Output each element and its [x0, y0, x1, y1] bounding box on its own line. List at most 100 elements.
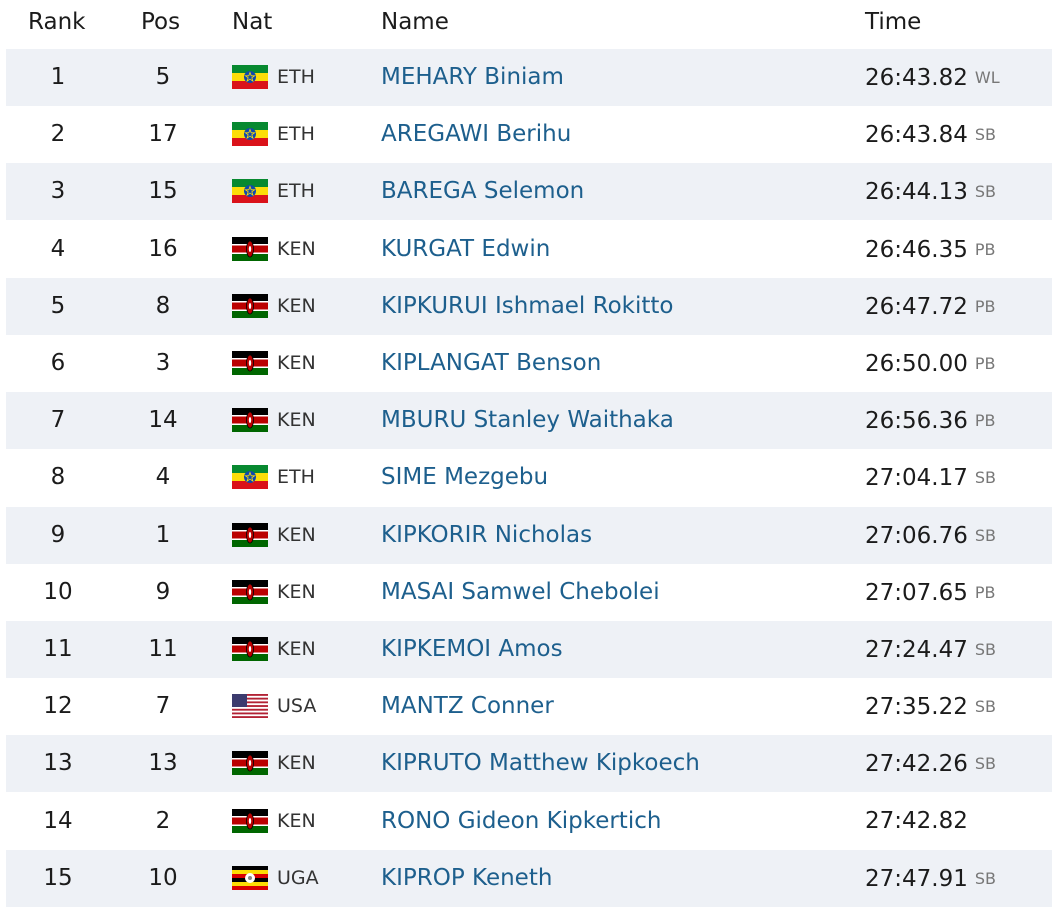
rank: 5: [50, 292, 66, 319]
flag: [232, 523, 268, 547]
flag: [232, 65, 268, 89]
rank: 9: [50, 521, 66, 548]
athlete-name[interactable]: KIPRUTO Matthew Kipkoech: [381, 750, 700, 777]
header-cell: Name: [381, 9, 449, 35]
table-row: 15 10 UGA KIPROP Keneth 27:47.91 SB: [6, 849, 1052, 907]
nationality: KEN: [277, 409, 316, 432]
table-row: 5 8 KEN KIPKURUI Ishmael Rokitto 26:47.72 PB: [6, 277, 1052, 335]
athlete-name[interactable]: SIME Mezgebu: [381, 464, 549, 491]
flag: [232, 637, 268, 661]
athlete-name[interactable]: MASAI Samwel Chebolei: [381, 578, 660, 605]
time: 27:24.47: [865, 637, 968, 663]
flag: [232, 294, 268, 318]
athlete-name[interactable]: KIPROP Keneth: [381, 864, 553, 891]
position: 5: [155, 64, 171, 90]
position: 2: [155, 807, 171, 834]
time-cell: 26:50.00 PB: [865, 335, 996, 392]
time-cell: 26:43.84 SB: [865, 106, 996, 163]
athlete-name[interactable]: KIPKURUI Ishmael Rokitto: [381, 292, 674, 319]
athlete-name[interactable]: MBURU Stanley Waithaka: [381, 407, 674, 434]
position: 15: [148, 178, 178, 205]
record-note: SB: [974, 868, 997, 888]
rank: 7: [50, 407, 66, 434]
athlete-name[interactable]: KIPKEMOI Amos: [381, 636, 563, 662]
time-cell: 27:42.82: [865, 793, 968, 850]
athlete-name[interactable]: AREGAWI Berihu: [381, 121, 572, 148]
record-note: WL: [974, 68, 1000, 87]
position: 7: [155, 693, 171, 720]
flag: [232, 694, 268, 718]
header-cell: Nat: [232, 9, 273, 35]
header-cell: Rank: [28, 9, 86, 35]
nationality: ETH: [277, 66, 315, 88]
athlete-name[interactable]: KIPKORIR Nicholas: [381, 521, 593, 548]
position: 10: [148, 864, 178, 891]
athlete-name[interactable]: MEHARY Biniam: [381, 64, 564, 90]
nationality: KEN: [277, 809, 316, 832]
time: 26:56.36: [865, 408, 968, 435]
time: 26:43.82: [865, 65, 968, 91]
time-cell: 26:47.72 PB: [865, 278, 996, 335]
table-row: 4 16 KEN KURGAT Edwin 26:46.35 PB: [6, 221, 1052, 278]
table-row: 12 7 USA MANTZ Conner 27:35.22 SB: [6, 678, 1052, 735]
rank: 8: [50, 464, 66, 491]
record-note: SB: [974, 125, 997, 145]
flag: [232, 351, 268, 375]
header-cell: Time: [865, 9, 922, 35]
athlete-name[interactable]: KURGAT Edwin: [381, 235, 551, 262]
flag: [232, 179, 268, 203]
rank: 2: [50, 121, 66, 148]
time: 27:07.65: [865, 579, 968, 606]
flag: [232, 122, 268, 146]
position: 14: [148, 407, 178, 434]
nationality: ETH: [277, 123, 315, 146]
nationality: KEN: [277, 294, 316, 317]
time-cell: 27:06.76 SB: [865, 507, 996, 564]
time: 27:06.76: [865, 522, 968, 549]
athlete-name[interactable]: RONO Gideon Kipkertich: [381, 807, 662, 834]
table-row: 9 1 KEN KIPKORIR Nicholas 27:06.76 SB: [6, 506, 1052, 564]
position: 17: [148, 121, 178, 148]
flag: [232, 809, 268, 833]
table-row: 7 14 KEN MBURU Stanley Waithaka 26:56.36 PB: [6, 392, 1052, 450]
nationality: KEN: [277, 352, 316, 374]
record-note: PB: [974, 354, 996, 373]
flag: [232, 580, 268, 604]
table-row: 8 4 ETH SIME Mezgebu 27:04.17 SB: [6, 449, 1052, 506]
position: 1: [155, 521, 171, 548]
nationality: UGA: [277, 866, 319, 889]
time: 26:50.00: [865, 351, 968, 377]
time: 27:47.91: [865, 865, 968, 892]
rank: 3: [50, 178, 66, 205]
table-row: 1 5 ETH MEHARY Biniam 26:43.82 WL: [6, 49, 1052, 106]
rank: 11: [43, 636, 73, 662]
table-row: 10 9 KEN MASAI Samwel Chebolei 27:07.65 PB: [6, 564, 1052, 621]
athlete-name[interactable]: MANTZ Conner: [381, 693, 554, 720]
position: 4: [155, 464, 171, 491]
rank: 10: [43, 578, 73, 605]
table-row: 6 3 KEN KIPLANGAT Benson 26:50.00 PB: [6, 335, 1052, 392]
time: 27:42.82: [865, 807, 968, 834]
athlete-name[interactable]: KIPLANGAT Benson: [381, 350, 602, 376]
nationality: ETH: [277, 180, 315, 203]
header-cell: Pos: [141, 9, 181, 35]
time: 27:42.26: [865, 751, 968, 778]
time: 26:47.72: [865, 293, 968, 320]
time: 27:04.17: [865, 465, 968, 492]
record-note: SB: [974, 182, 997, 202]
record-note: PB: [974, 582, 996, 602]
rank: 4: [50, 235, 66, 262]
table-header: Rank Pos Nat Name Time: [6, 0, 1052, 49]
time-cell: 27:24.47 SB: [865, 621, 996, 678]
time-cell: 26:44.13 SB: [865, 163, 996, 220]
rank: 6: [50, 350, 66, 376]
flag: [232, 866, 268, 890]
table-row: 13 13 KEN KIPRUTO Matthew Kipkoech 27:42.26 S…: [6, 735, 1052, 793]
athlete-name[interactable]: BAREGA Selemon: [381, 178, 585, 205]
nationality: USA: [277, 695, 317, 718]
flag: [232, 408, 268, 432]
flag: [232, 237, 268, 261]
time-cell: 26:46.35 PB: [865, 221, 996, 278]
flag: [232, 465, 268, 489]
